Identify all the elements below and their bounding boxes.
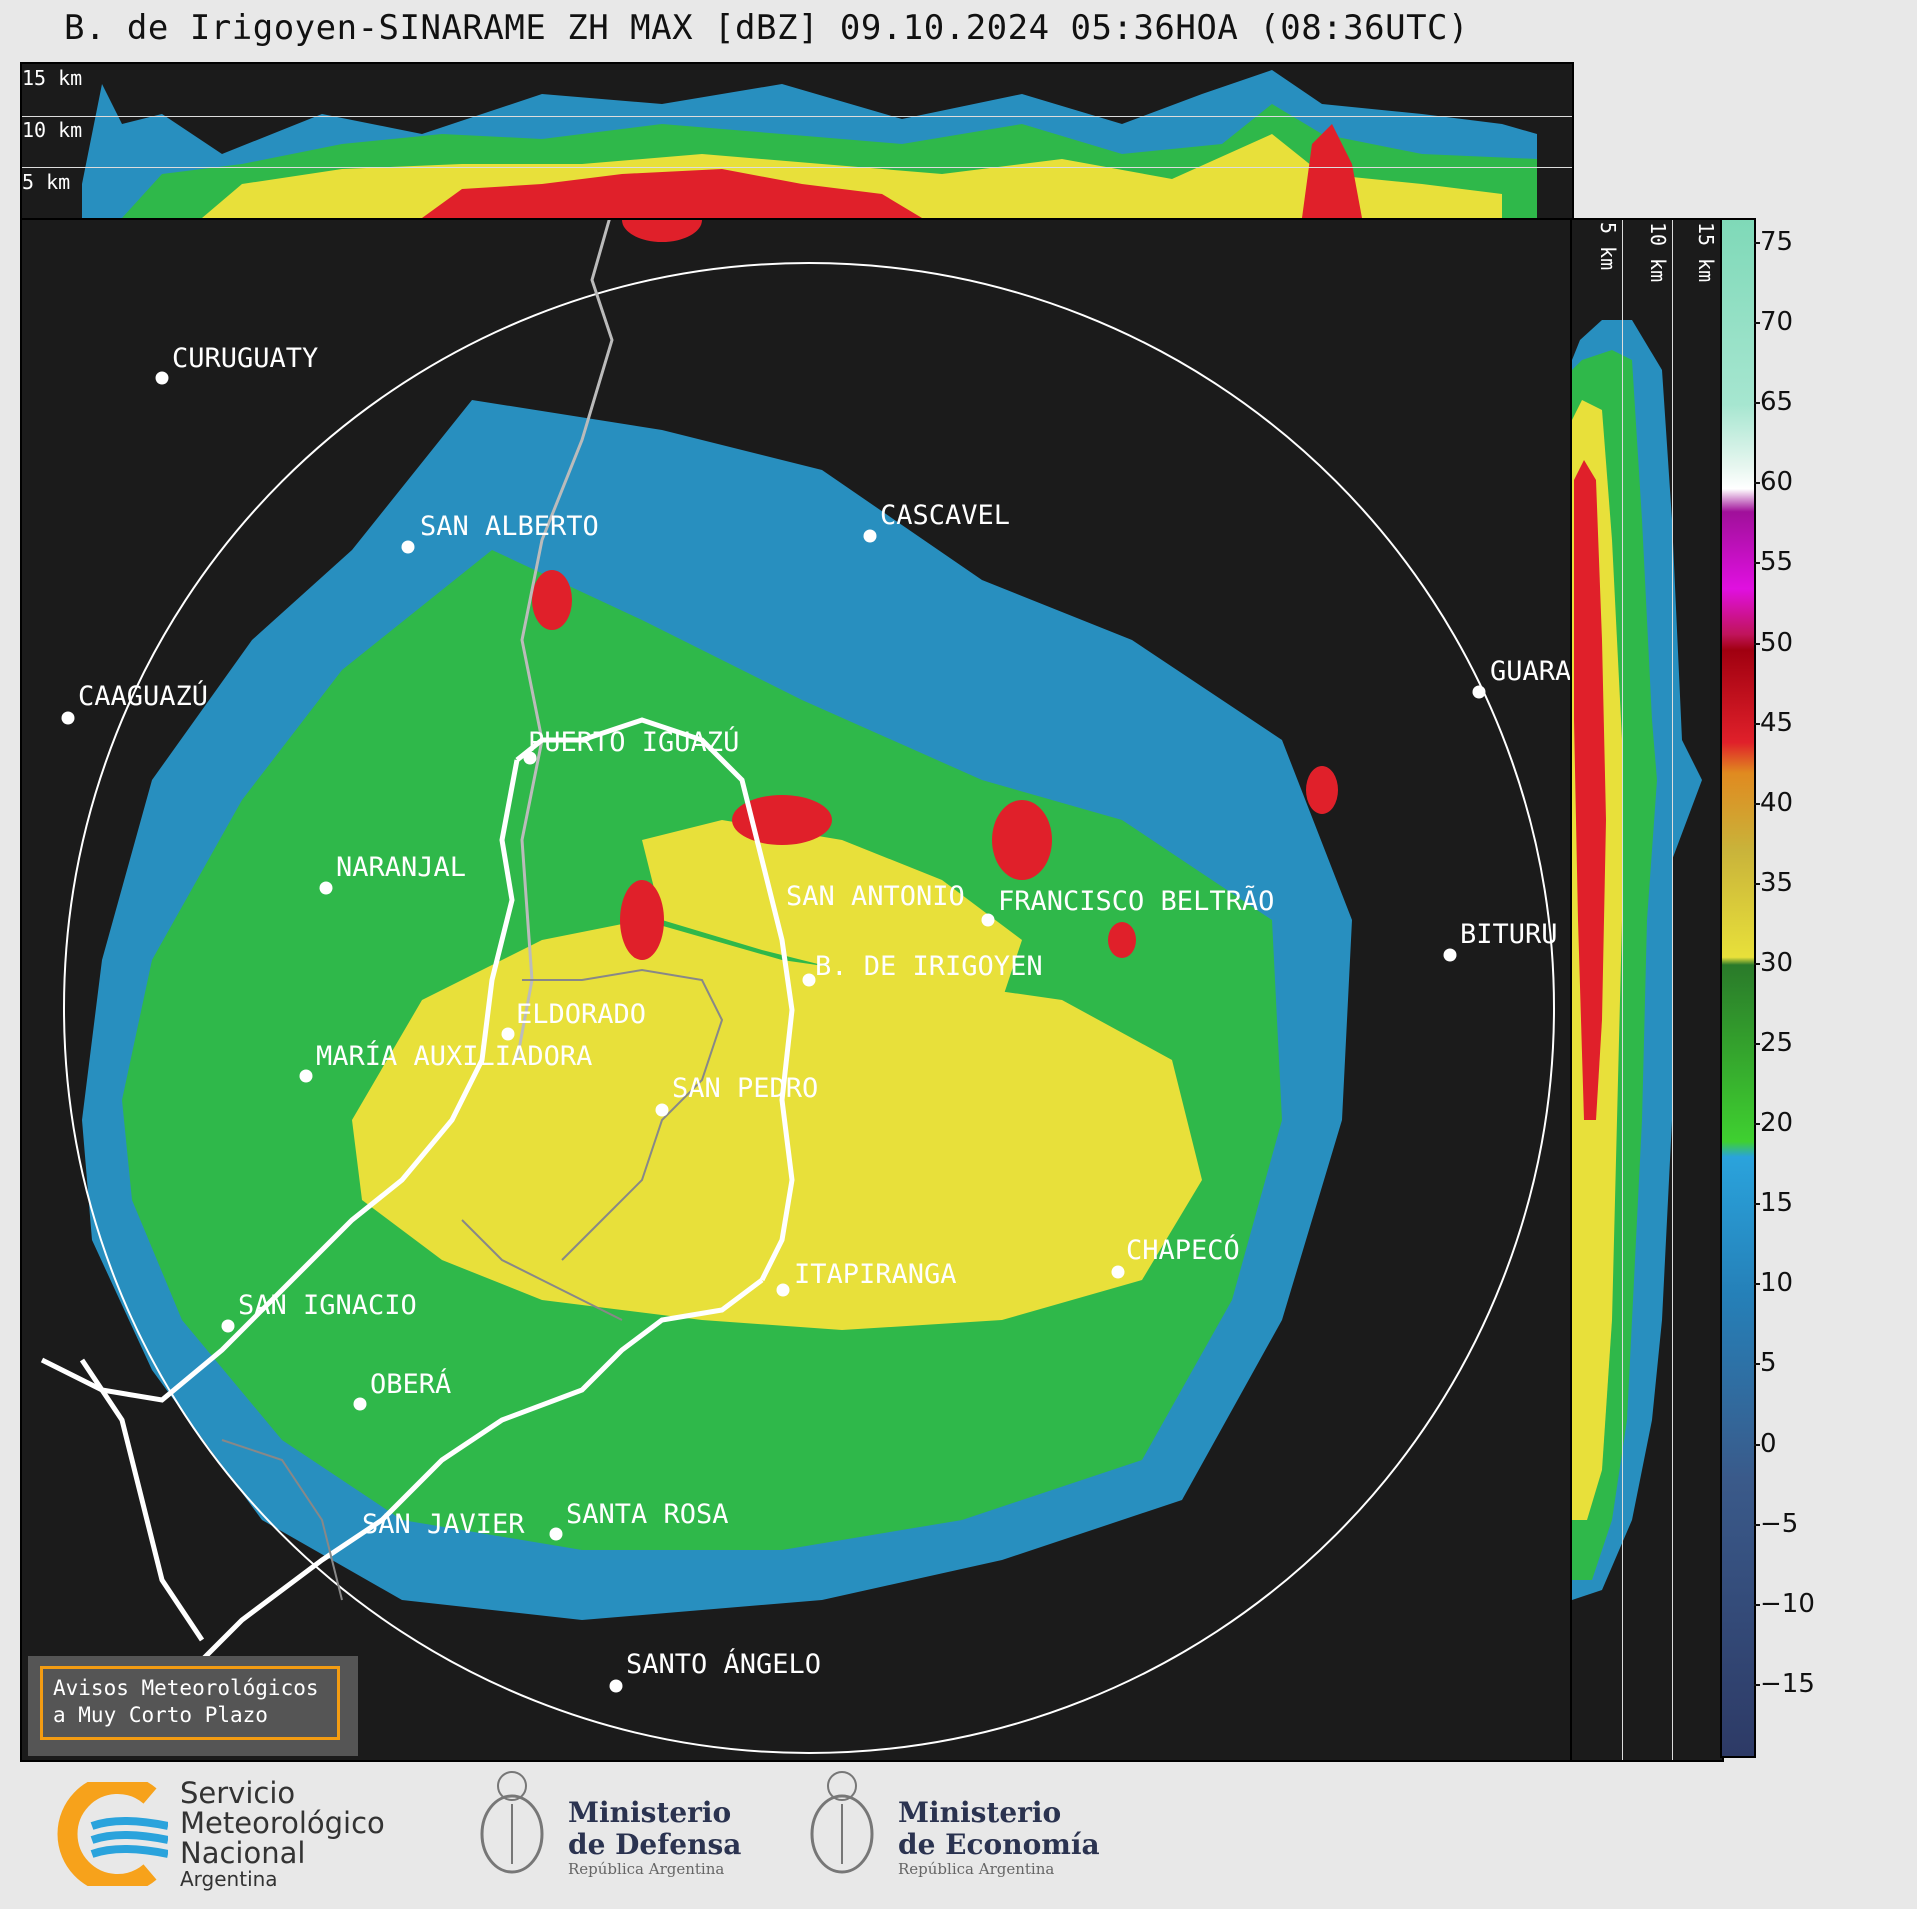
city-marker-puerto-iguazu (523, 751, 537, 765)
city-label-itapiranga: ITAPIRANGA (794, 1259, 957, 1290)
city-marker-naranjal (319, 881, 333, 895)
dbz-colorbar (1720, 218, 1756, 1758)
top-cross-section-panel: 15 km 10 km 5 km (20, 62, 1574, 220)
city-label-puerto-iguazu: PUERTO IGUAZÚ (528, 727, 740, 758)
top-alt-label-5: 5 km (22, 170, 71, 194)
colorbar-tick-label: −10 (1754, 1588, 1815, 1619)
colorbar-tick-label: 55 (1753, 547, 1794, 578)
economia-line-3: República Argentina (898, 1860, 1055, 1878)
city-label-san-pedro: SAN PEDRO (672, 1073, 819, 1104)
smn-line-1: Servicio (180, 1776, 296, 1810)
colorbar-tick-label: 75 (1753, 227, 1794, 257)
side-cross-section-echo (1572, 320, 1702, 1600)
city-marker-santo-angelo (609, 1679, 623, 1693)
city-marker-eldorado (501, 1027, 515, 1041)
economia-line-1: Ministerio (898, 1796, 1062, 1829)
colorbar-tick-label: 50 (1753, 627, 1794, 658)
city-marker-curuguaty (155, 371, 169, 385)
city-label-caaguazu: CAAGUAZÚ (78, 681, 209, 712)
smn-line-2: Meteorológico (180, 1806, 385, 1840)
city-marker-guara (1472, 685, 1486, 699)
defensa-line-3: República Argentina (568, 1860, 725, 1878)
warning-line-2: a Muy Corto Plazo (53, 1703, 268, 1727)
top-alt-label-15: 15 km (22, 66, 83, 90)
colorbar-tick-label: 60 (1753, 467, 1794, 498)
page-title: B. de Irigoyen-SINARAME ZH MAX [dBZ] 09.… (64, 8, 1469, 48)
defensa-shield-icon (472, 1764, 552, 1894)
colorbar-tick-label: 0 (1754, 1428, 1777, 1459)
city-label-san-ignacio: SAN IGNACIO (238, 1290, 417, 1321)
top-cross-section-echo (82, 70, 1537, 218)
city-label-obera: OBERÁ (370, 1369, 452, 1400)
smn-name: Servicio Meteorológico Nacional Argentin… (180, 1778, 385, 1890)
city-marker-chapeco (1111, 1265, 1125, 1279)
city-marker-itapiranga (776, 1283, 790, 1297)
top-alt-label-10: 10 km (22, 118, 83, 142)
city-marker-san-pedro (655, 1103, 669, 1117)
city-marker-francisco-beltrao (981, 913, 995, 927)
warning-line-1: Avisos Meteorológicos (53, 1676, 319, 1700)
colorbar-tick-label: −15 (1754, 1668, 1815, 1699)
city-label-bituru: BITURU (1460, 919, 1558, 950)
side-cross-section-panel: 5 km 10 km 15 km (1570, 218, 1724, 1762)
economia-line-2: de Economía (898, 1828, 1100, 1861)
colorbar-tick-label: 25 (1753, 1028, 1794, 1058)
smn-logo (50, 1774, 169, 1894)
city-label-b-de-irigoyen: B. DE IRIGOYEN (815, 951, 1043, 982)
smn-line-4: Argentina (180, 1867, 278, 1891)
defensa-line-1: Ministerio (568, 1796, 732, 1829)
city-label-santa-rosa: SANTA ROSA (566, 1499, 729, 1530)
city-label-guara: GUARA (1490, 656, 1572, 687)
city-label-francisco-beltrao: FRANCISCO BELTRÃO (998, 886, 1275, 917)
city-marker-cascavel (863, 529, 877, 543)
city-marker-san-ignacio (221, 1319, 235, 1333)
colorbar-tick-label: 20 (1753, 1108, 1794, 1139)
smn-emblem-icon (57, 1774, 169, 1894)
side-alt-label-5: 5 km (1596, 222, 1620, 271)
warning-box[interactable]: Avisos Meteorológicos a Muy Corto Plazo (28, 1656, 358, 1756)
colorbar-tick-label: 35 (1753, 867, 1794, 898)
city-marker-obera (353, 1397, 367, 1411)
city-label-san-javier: SAN JAVIER (362, 1509, 525, 1540)
colorbar-tick-label: −5 (1753, 1508, 1799, 1539)
city-marker-maria-auxiliadora (299, 1069, 313, 1083)
city-marker-caaguazu (61, 711, 75, 725)
city-label-maria-auxiliadora: MARÍA AUXILIADORA (316, 1041, 593, 1072)
side-alt-label-10: 10 km (1646, 222, 1670, 283)
warning-box-inner: Avisos Meteorológicos a Muy Corto Plazo (40, 1666, 340, 1740)
colorbar-tick-label: 5 (1754, 1348, 1777, 1379)
radar-echo-field (40, 220, 1555, 1754)
city-marker-b-de-irigoyen (802, 973, 816, 987)
colorbar-tick-label: 70 (1753, 307, 1794, 338)
radar-map: CURUGUATY SAN ALBERTO CASCAVEL CAAGUAZÚ … (20, 218, 1574, 1762)
city-label-eldorado: ELDORADO (516, 999, 647, 1030)
colorbar-tick-label: 30 (1753, 947, 1794, 978)
city-label-cascavel: CASCAVEL (880, 500, 1011, 531)
colorbar-tick-label: 15 (1753, 1188, 1794, 1219)
economia-shield-icon (802, 1764, 882, 1894)
city-label-san-alberto: SAN ALBERTO (420, 511, 599, 542)
city-label-santo-angelo: SANTO ÁNGELO (626, 1649, 822, 1680)
city-marker-bituru (1443, 948, 1457, 962)
colorbar-tick-label: 10 (1753, 1268, 1794, 1299)
colorbar-tick-label: 40 (1753, 787, 1794, 818)
city-label-chapeco: CHAPECÓ (1126, 1235, 1240, 1266)
smn-line-3: Nacional (180, 1836, 306, 1870)
side-alt-label-15: 15 km (1694, 222, 1718, 283)
city-marker-santa-rosa (549, 1527, 563, 1541)
city-label-san-antonio: SAN ANTONIO (786, 881, 965, 912)
colorbar-tick-label: 45 (1753, 707, 1794, 738)
city-marker-san-alberto (401, 540, 415, 554)
colorbar-tick-label: 65 (1753, 387, 1794, 418)
city-label-curuguaty: CURUGUATY (172, 343, 319, 374)
defensa-line-2: de Defensa (568, 1828, 742, 1861)
city-label-naranjal: NARANJAL (336, 852, 467, 883)
